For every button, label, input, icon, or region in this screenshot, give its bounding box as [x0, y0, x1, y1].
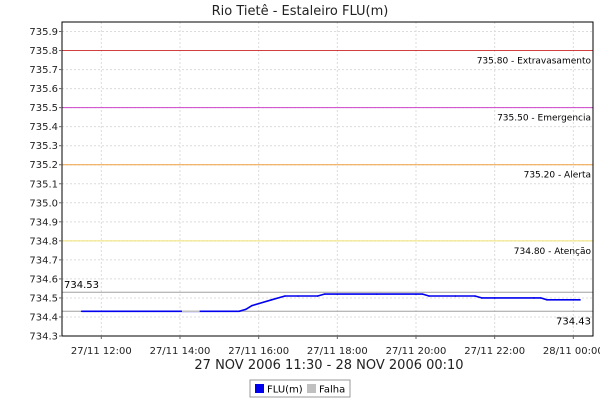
chart-subtitle: 27 NOV 2006 11:30 - 28 NOV 2006 00:10 — [194, 358, 463, 373]
series-point — [336, 293, 339, 295]
threshold-lines: 735.80 - Extravasamento 735.50 - Emergenc… — [62, 50, 593, 327]
series-point — [539, 297, 542, 299]
series-point — [533, 297, 535, 299]
threshold-label: 734.80 - Atenção — [514, 247, 592, 257]
legend: FLU(m) Falha — [249, 379, 351, 398]
reference-label: 734.53 — [64, 280, 99, 291]
y-axis: 734.3 734.4 734.5 734.6 734.7 734.8 734.9 735.0… — [29, 27, 62, 343]
threshold-label: 735.80 - Extravasamento — [477, 57, 592, 67]
chart-title: Rio Tietê - Estaleiro FLU(m) — [212, 4, 389, 19]
y-tick-label: 734.5 — [29, 293, 58, 304]
legend-box — [249, 379, 351, 398]
threshold-label: 735.50 - Emergencia — [497, 114, 591, 124]
y-tick-label: 734.7 — [29, 255, 58, 266]
series-point — [579, 299, 581, 301]
y-tick-label: 735.4 — [29, 122, 58, 133]
series-point — [415, 293, 417, 295]
x-tick-label: 27/11 18:00 — [307, 346, 368, 357]
x-tick-label: 27/11 20:00 — [386, 346, 447, 357]
y-tick-label: 735.5 — [29, 103, 58, 114]
series-point — [284, 295, 286, 297]
x-tick-label: 27/11 22:00 — [464, 346, 525, 357]
legend-swatch — [255, 384, 264, 393]
y-tick-label: 734.9 — [29, 217, 58, 228]
series-point — [100, 310, 103, 313]
plot-frame — [61, 21, 594, 337]
legend-label: FLU(m) — [267, 385, 303, 396]
series-point — [251, 304, 253, 307]
legend-label: Falha — [319, 385, 345, 396]
series-point — [480, 297, 483, 299]
series-point — [546, 299, 548, 301]
reference-label: 734.43 — [556, 316, 591, 327]
x-tick-label: 28/11 00:00 — [543, 346, 600, 357]
x-tick-label: 27/11 16:00 — [228, 346, 289, 357]
series-point — [257, 302, 260, 305]
y-tick-label: 734.6 — [29, 274, 58, 285]
x-axis: 27/11 12:00 27/11 14:00 27/11 16:00 27/11 1… — [71, 336, 600, 357]
threshold-label: 735.20 - Alerta — [524, 171, 591, 181]
series-point — [493, 297, 496, 299]
series-point — [297, 295, 299, 297]
y-tick-label: 735.6 — [29, 84, 58, 95]
series-point — [572, 299, 575, 301]
series-point — [421, 293, 424, 295]
series-point — [474, 295, 476, 297]
y-tick-label: 735.3 — [29, 141, 58, 152]
series-point — [270, 299, 273, 301]
series-point — [139, 310, 142, 313]
series-line — [81, 293, 580, 313]
y-tick-label: 734.3 — [29, 332, 58, 343]
y-tick-label: 734.8 — [29, 236, 58, 247]
series-point — [375, 293, 378, 295]
series-point — [80, 310, 83, 313]
series-point — [316, 295, 319, 297]
y-tick-label: 735.0 — [29, 198, 58, 209]
legend-swatch — [307, 384, 316, 393]
x-tick-label: 27/11 12:00 — [71, 346, 132, 357]
series-point — [428, 295, 430, 297]
series-point — [244, 308, 247, 311]
y-tick-label: 735.9 — [29, 27, 58, 38]
series-point — [323, 293, 326, 295]
series-point — [454, 295, 457, 297]
y-tick-label: 734.4 — [29, 312, 58, 323]
series-point — [179, 310, 181, 313]
x-tick-label: 27/11 14:00 — [150, 346, 211, 357]
y-tick-label: 735.1 — [29, 179, 58, 190]
series-point — [238, 310, 240, 313]
y-tick-label: 735.8 — [29, 46, 58, 57]
y-tick-label: 735.7 — [29, 65, 58, 76]
series-layer — [80, 293, 581, 313]
y-tick-label: 735.2 — [29, 160, 58, 171]
